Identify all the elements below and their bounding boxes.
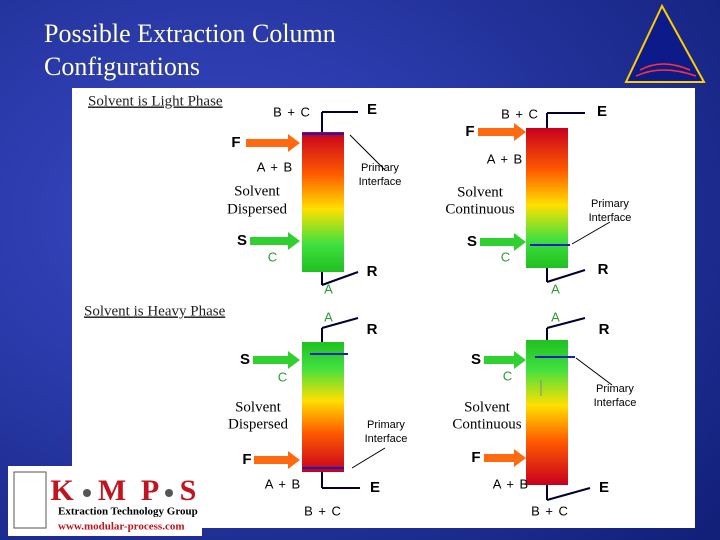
stream-label: R	[367, 321, 378, 338]
stream-label: F	[471, 449, 480, 466]
phase-label: Continuous	[445, 201, 514, 217]
stream-label: R	[599, 321, 610, 338]
pointer-line	[575, 357, 613, 386]
interface-label: Interface	[594, 397, 637, 409]
stream-label: S	[471, 351, 481, 368]
content-panel	[72, 88, 695, 528]
pipe	[321, 317, 359, 329]
column	[526, 128, 568, 268]
interface-label: Primary	[361, 162, 399, 174]
stream-label: A	[324, 281, 334, 296]
stream-label: A + B	[265, 476, 301, 491]
interface-label: Interface	[589, 212, 632, 224]
stream-label: E	[599, 479, 609, 496]
phase-label: Solvent	[234, 183, 281, 199]
logo-emblem	[13, 471, 47, 529]
logo-letter: P	[141, 474, 159, 507]
stream-label: A + B	[487, 151, 523, 166]
logo-subtitle: Extraction Technology Group	[58, 506, 198, 518]
stream-label: B + C	[304, 503, 342, 518]
stream-label: A + B	[257, 159, 293, 174]
stream-label: A + B	[493, 476, 529, 491]
logo-letter: K	[50, 474, 74, 507]
logo-dot	[165, 489, 173, 497]
interface-label: Interface	[359, 176, 402, 188]
section-heading: Solvent is Heavy Phase	[84, 303, 226, 319]
diagram-layer: Possible Extraction Column Configurations…	[13, 19, 637, 533]
pointer-line	[351, 447, 386, 469]
stream-label: B + C	[501, 106, 539, 121]
interface-label: Primary	[596, 383, 634, 395]
phase-label: Solvent	[464, 399, 511, 415]
phase-label: Solvent	[235, 399, 282, 415]
stream-label: S	[240, 351, 250, 368]
stream-label: B + C	[273, 104, 311, 119]
logo-letter: S	[180, 474, 197, 507]
phase-label: Dispersed	[228, 416, 288, 432]
column	[526, 340, 568, 485]
stream-label: A	[551, 281, 561, 296]
corner-logo	[624, 3, 706, 83]
inlet-arrow	[484, 449, 526, 467]
stream-label: R	[598, 261, 609, 278]
stream-label: F	[242, 451, 251, 468]
stream-label: C	[278, 369, 288, 384]
pipe	[546, 317, 586, 329]
pipe	[546, 487, 591, 501]
pointer-line	[349, 134, 386, 171]
stream-label: E	[367, 101, 377, 118]
stream-label: F	[231, 134, 240, 151]
logo-box	[8, 466, 202, 536]
stream-label: E	[597, 103, 607, 120]
title-line: Possible Extraction Column	[44, 19, 336, 48]
logo-url: www.modular-process.com	[58, 521, 185, 533]
pointer-line	[571, 221, 611, 245]
phase-label: Dispersed	[227, 201, 287, 217]
stream-label: C	[268, 249, 278, 264]
pipe	[546, 269, 586, 283]
inlet-arrow	[254, 451, 300, 469]
logo-dot	[83, 489, 91, 497]
interface-label: Primary	[367, 419, 405, 431]
logo-letter: M	[98, 474, 126, 507]
stream-label: A	[551, 309, 561, 324]
inlet-arrow	[480, 233, 526, 251]
stream-label: B + C	[531, 503, 569, 518]
stream-label: S	[467, 233, 477, 250]
column	[302, 342, 344, 472]
phase-label: Solvent	[457, 184, 504, 200]
inlet-arrow	[253, 351, 300, 369]
stream-label: F	[465, 123, 474, 140]
inlet-arrow	[478, 123, 526, 141]
pipe	[321, 271, 359, 286]
interface-label: Primary	[591, 198, 629, 210]
inlet-arrow	[484, 351, 526, 369]
stream-label: E	[370, 479, 380, 496]
inlet-arrow	[250, 232, 300, 250]
interface-label: Interface	[365, 433, 408, 445]
stream-label: A	[324, 309, 334, 324]
stream-label: C	[501, 249, 511, 264]
section-heading: Solvent is Light Phase	[88, 93, 223, 109]
stream-label: R	[367, 263, 378, 280]
title-line: Configurations	[44, 52, 200, 81]
column	[302, 132, 344, 272]
stream-label: S	[237, 232, 247, 249]
inlet-arrow	[246, 134, 300, 152]
phase-label: Continuous	[452, 416, 521, 432]
stream-label: C	[503, 368, 513, 383]
